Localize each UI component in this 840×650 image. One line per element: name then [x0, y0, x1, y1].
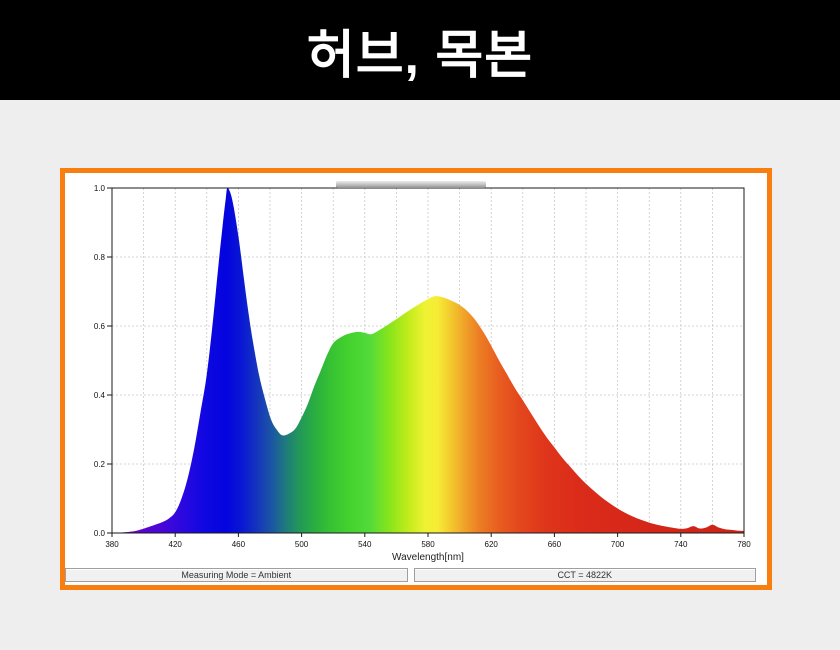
svg-text:580: 580 — [421, 540, 435, 549]
svg-text:0.6: 0.6 — [94, 322, 106, 331]
spectrometer-panel: 380 420 460 500 540 580 620 660 700 740 780 0.0 0.2 0… — [60, 168, 772, 590]
x-axis-title: Wavelength[nm] — [392, 552, 464, 563]
svg-text:0.2: 0.2 — [94, 460, 106, 469]
spectrum-svg: 380 420 460 500 540 580 620 660 700 740 780 0.0 0.2 0… — [94, 184, 751, 549]
svg-text:740: 740 — [674, 540, 688, 549]
svg-text:700: 700 — [611, 540, 625, 549]
svg-text:660: 660 — [548, 540, 562, 549]
svg-text:460: 460 — [232, 540, 246, 549]
status-bar: Measuring Mode = Ambient CCT = 4822K — [65, 568, 767, 582]
svg-text:500: 500 — [295, 540, 309, 549]
page-title: 허브, 목본 — [306, 26, 534, 85]
svg-text:540: 540 — [358, 540, 372, 549]
svg-text:0.0: 0.0 — [94, 529, 106, 538]
svg-text:0.4: 0.4 — [94, 391, 106, 400]
svg-text:620: 620 — [485, 540, 499, 549]
svg-text:0.8: 0.8 — [94, 253, 106, 262]
svg-text:780: 780 — [737, 540, 751, 549]
svg-text:1.0: 1.0 — [94, 184, 106, 193]
header-banner: 허브, 목본 — [0, 0, 840, 100]
status-measuring-mode: Measuring Mode = Ambient — [65, 568, 408, 582]
svg-text:380: 380 — [105, 540, 119, 549]
spectrum-chart: 380 420 460 500 540 580 620 660 700 740 780 0.0 0.2 0… — [65, 173, 767, 585]
svg-text:420: 420 — [169, 540, 183, 549]
window-artifact-bar — [336, 181, 486, 188]
status-cct: CCT = 4822K — [413, 568, 756, 582]
